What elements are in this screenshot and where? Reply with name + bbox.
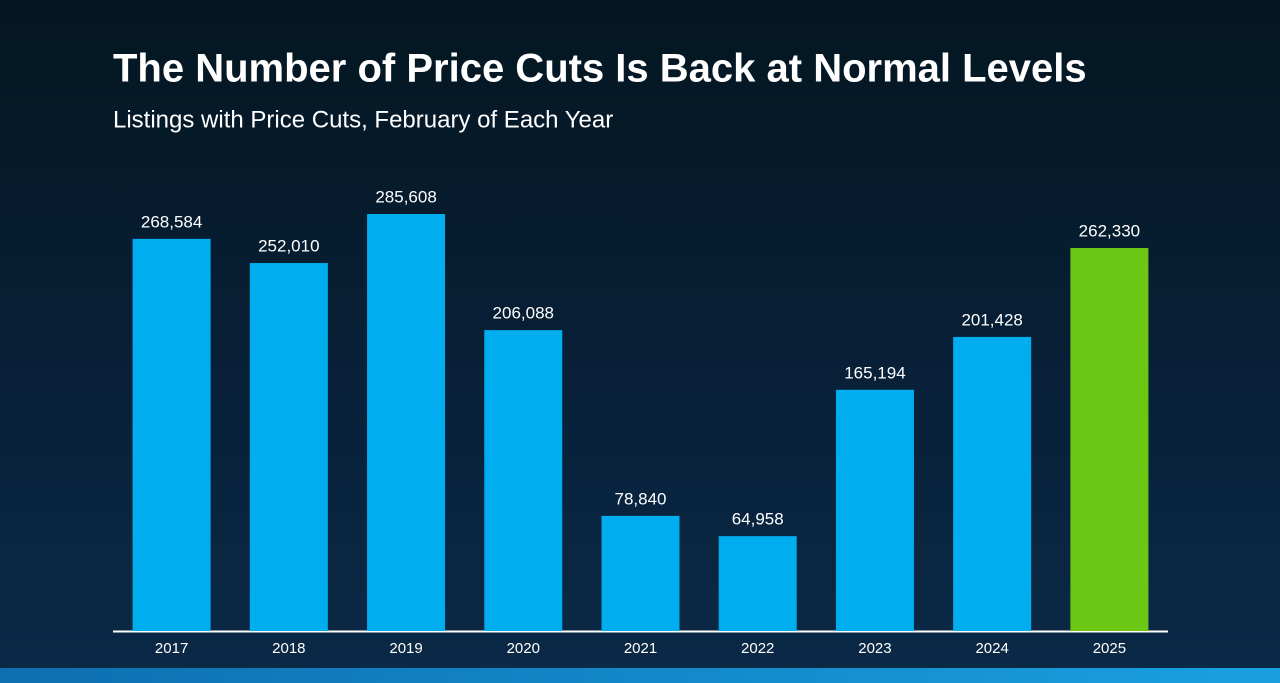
bar xyxy=(249,263,328,631)
value-label: 268,584 xyxy=(141,212,202,231)
bar xyxy=(835,389,914,631)
x-tick-label: 2018 xyxy=(272,640,305,657)
value-label: 165,194 xyxy=(844,363,905,382)
value-label: 64,958 xyxy=(732,510,784,529)
chart-subtitle: Listings with Price Cuts, February of Ea… xyxy=(113,106,613,133)
x-tick-label: 2024 xyxy=(975,640,1008,657)
x-tick-label: 2025 xyxy=(1093,640,1126,657)
bar xyxy=(1070,247,1149,631)
value-label: 285,608 xyxy=(375,187,436,206)
x-tick-label: 2023 xyxy=(858,640,891,657)
value-label: 252,010 xyxy=(258,237,319,256)
x-tick-label: 2019 xyxy=(389,640,422,657)
bar xyxy=(484,330,563,631)
value-label: 78,840 xyxy=(615,489,667,508)
bar xyxy=(601,515,680,631)
chart-title: The Number of Price Cuts Is Back at Norm… xyxy=(113,47,1087,91)
footer-stripe xyxy=(0,668,1280,683)
x-tick-label: 2020 xyxy=(507,640,540,657)
value-label: 262,330 xyxy=(1079,221,1140,240)
bar xyxy=(367,214,446,631)
bar xyxy=(718,536,797,631)
value-label: 201,428 xyxy=(961,310,1022,329)
x-tick-label: 2021 xyxy=(624,640,657,657)
bar xyxy=(132,238,211,631)
x-tick-label: 2022 xyxy=(741,640,774,657)
bar xyxy=(953,336,1032,631)
x-tick-label: 2017 xyxy=(155,640,188,657)
value-label: 206,088 xyxy=(493,304,554,323)
